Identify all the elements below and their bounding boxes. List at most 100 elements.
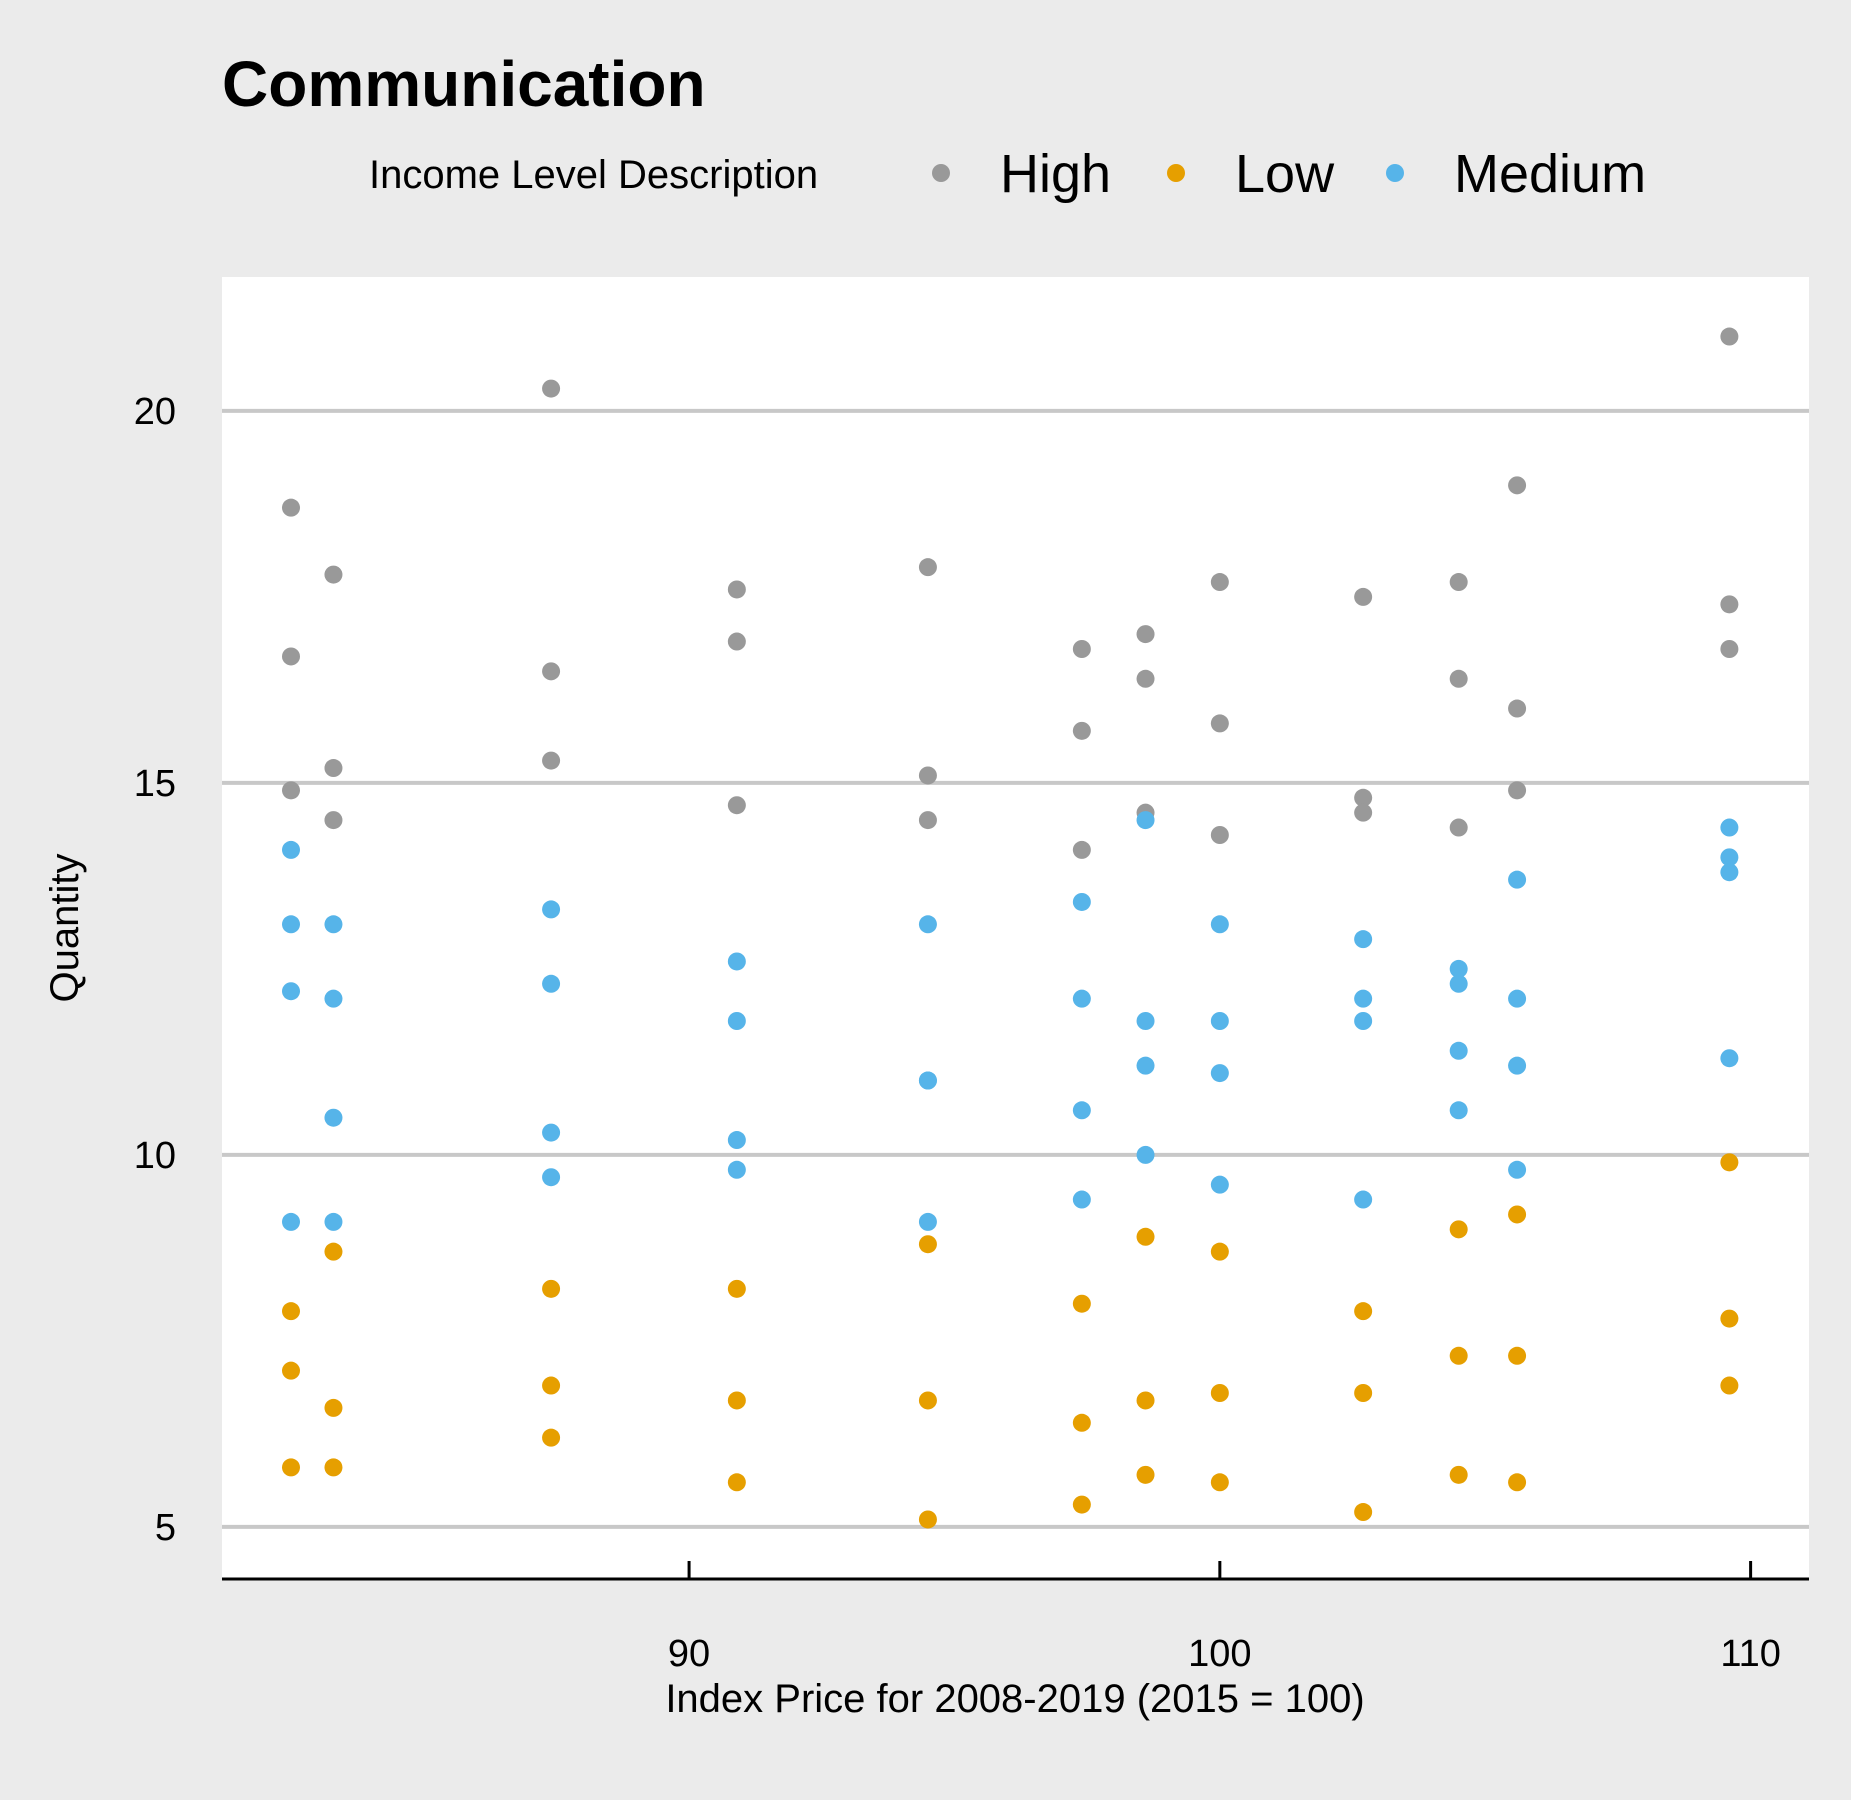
point-low-13 bbox=[918, 1391, 937, 1410]
point-medium-14 bbox=[727, 1131, 746, 1150]
point-low-34 bbox=[1720, 1309, 1739, 1328]
point-medium-44 bbox=[1720, 818, 1739, 837]
point-low-35 bbox=[1720, 1376, 1739, 1395]
point-high-14 bbox=[918, 811, 937, 830]
chart-title: Communication bbox=[222, 48, 706, 120]
point-medium-0 bbox=[282, 840, 300, 859]
point-high-33 bbox=[1720, 327, 1739, 346]
legend-marker-low bbox=[1167, 164, 1185, 182]
point-high-11 bbox=[727, 796, 746, 815]
point-high-2 bbox=[282, 781, 300, 800]
point-high-30 bbox=[1508, 476, 1527, 495]
point-high-28 bbox=[1449, 669, 1468, 688]
point-high-24 bbox=[1354, 587, 1373, 606]
point-low-33 bbox=[1720, 1153, 1739, 1172]
legend-item-low: Low bbox=[1167, 144, 1335, 204]
point-medium-4 bbox=[324, 915, 343, 934]
gridlines bbox=[222, 408, 1809, 1529]
x-tick-label-90: 90 bbox=[668, 1633, 710, 1675]
point-medium-7 bbox=[324, 1212, 343, 1231]
point-medium-34 bbox=[1354, 1012, 1373, 1030]
point-low-29 bbox=[1449, 1465, 1468, 1484]
x-axis-ticks: 90 100 110 bbox=[668, 1561, 1781, 1675]
point-medium-15 bbox=[727, 1160, 746, 1179]
point-medium-46 bbox=[1720, 863, 1739, 882]
y-tick-label-5: 5 bbox=[155, 1507, 176, 1549]
point-low-18 bbox=[1136, 1227, 1155, 1246]
point-medium-12 bbox=[727, 952, 746, 971]
point-medium-40 bbox=[1508, 870, 1527, 889]
point-high-10 bbox=[727, 632, 746, 651]
point-low-9 bbox=[727, 1279, 746, 1298]
point-medium-19 bbox=[918, 1212, 937, 1231]
legend-label-high: High bbox=[1000, 144, 1111, 204]
y-tick-label-15: 15 bbox=[134, 763, 176, 805]
point-low-6 bbox=[542, 1279, 561, 1298]
point-low-15 bbox=[1072, 1294, 1091, 1313]
y-tick-label-20: 20 bbox=[134, 391, 176, 433]
point-high-12 bbox=[918, 558, 937, 577]
point-high-0 bbox=[282, 498, 300, 517]
series-low bbox=[282, 1153, 1739, 1529]
point-low-17 bbox=[1072, 1495, 1091, 1514]
legend-item-high: High bbox=[932, 144, 1111, 204]
point-high-32 bbox=[1508, 781, 1527, 800]
point-low-28 bbox=[1449, 1346, 1468, 1365]
x-tick-label-100: 100 bbox=[1188, 1633, 1251, 1675]
x-axis-title: Index Price for 2008-2019 (2015 = 100) bbox=[665, 1677, 1364, 1721]
point-medium-37 bbox=[1449, 974, 1468, 993]
point-medium-22 bbox=[1072, 1101, 1091, 1120]
point-medium-31 bbox=[1210, 1175, 1229, 1194]
point-medium-36 bbox=[1449, 959, 1468, 978]
point-high-17 bbox=[1072, 840, 1091, 859]
point-high-6 bbox=[542, 379, 561, 398]
point-high-15 bbox=[1072, 640, 1091, 658]
point-low-19 bbox=[1136, 1391, 1155, 1410]
point-low-31 bbox=[1508, 1346, 1527, 1365]
point-low-4 bbox=[324, 1398, 343, 1417]
point-high-29 bbox=[1449, 818, 1468, 837]
point-medium-8 bbox=[542, 900, 561, 919]
legend-label-low: Low bbox=[1235, 144, 1335, 204]
point-medium-29 bbox=[1210, 1012, 1229, 1030]
point-low-11 bbox=[727, 1473, 746, 1492]
point-high-16 bbox=[1072, 721, 1091, 740]
y-axis-ticks: 5 10 15 20 bbox=[134, 391, 176, 1549]
point-medium-42 bbox=[1508, 1056, 1527, 1075]
legend-marker-high bbox=[932, 164, 950, 182]
point-high-21 bbox=[1210, 573, 1229, 592]
point-high-18 bbox=[1136, 625, 1155, 644]
legend-item-medium: Medium bbox=[1386, 144, 1646, 204]
point-low-25 bbox=[1354, 1384, 1373, 1402]
point-low-30 bbox=[1508, 1205, 1527, 1224]
point-high-7 bbox=[542, 662, 561, 681]
point-medium-41 bbox=[1508, 989, 1527, 1008]
point-high-8 bbox=[542, 751, 561, 770]
point-medium-20 bbox=[1072, 892, 1091, 911]
point-low-26 bbox=[1354, 1503, 1373, 1522]
data-points bbox=[282, 327, 1739, 1529]
point-low-21 bbox=[1210, 1242, 1229, 1261]
point-medium-38 bbox=[1449, 1041, 1468, 1060]
point-medium-24 bbox=[1136, 811, 1155, 830]
point-medium-6 bbox=[324, 1108, 343, 1127]
legend-label-medium: Medium bbox=[1454, 144, 1646, 204]
point-high-4 bbox=[324, 759, 343, 778]
point-high-1 bbox=[282, 647, 300, 666]
point-low-24 bbox=[1354, 1302, 1373, 1321]
point-high-3 bbox=[324, 565, 343, 584]
point-medium-45 bbox=[1720, 848, 1739, 867]
point-low-8 bbox=[542, 1428, 561, 1447]
point-medium-26 bbox=[1136, 1056, 1155, 1075]
point-low-1 bbox=[282, 1361, 300, 1380]
point-high-22 bbox=[1210, 714, 1229, 733]
point-high-35 bbox=[1720, 640, 1739, 658]
point-low-27 bbox=[1449, 1220, 1468, 1239]
point-medium-13 bbox=[727, 1012, 746, 1030]
plot-panel bbox=[222, 277, 1809, 1579]
point-medium-27 bbox=[1136, 1145, 1155, 1164]
point-medium-35 bbox=[1354, 1190, 1373, 1209]
point-medium-11 bbox=[542, 1168, 561, 1187]
point-medium-25 bbox=[1136, 1012, 1155, 1030]
